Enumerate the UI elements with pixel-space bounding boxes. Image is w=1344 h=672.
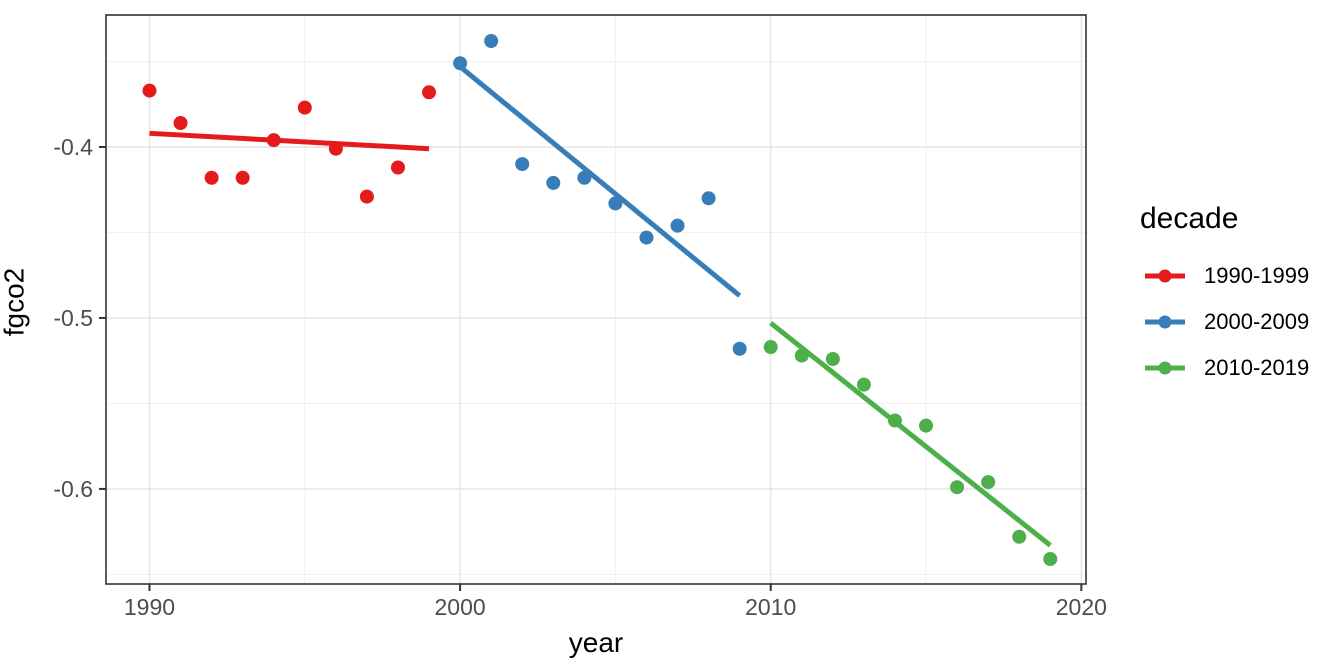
data-point-1990-1999	[142, 83, 157, 98]
data-point-1990-1999	[266, 133, 281, 148]
data-point-2010-2019	[919, 418, 934, 433]
data-point-1990-1999	[359, 189, 374, 204]
legend-item-2000-2009: 2000-2009	[1140, 299, 1309, 345]
legend-label: 1990-1999	[1204, 263, 1310, 288]
legend: decade 1990-1999 2000-2009 2010-2019	[1140, 202, 1309, 391]
legend-key-icon	[1145, 269, 1185, 283]
legend-item-2010-2019: 2010-2019	[1140, 345, 1309, 391]
data-point-2000-2009	[453, 56, 468, 71]
y-tick-label: -0.4	[53, 134, 93, 160]
data-point-2010-2019	[825, 351, 840, 366]
panel-border	[105, 14, 1087, 585]
y-tick-label: -0.6	[53, 476, 93, 502]
y-axis-title: fgco2	[0, 267, 30, 337]
x-axis-title: year	[568, 627, 624, 658]
legend-label: 2000-2009	[1204, 309, 1310, 334]
data-point-2010-2019	[981, 475, 996, 490]
data-point-2010-2019	[887, 413, 902, 428]
data-point-1990-1999	[390, 160, 405, 175]
x-tick-label: 2010	[745, 594, 796, 620]
data-point-2000-2009	[546, 175, 561, 190]
panel-background	[106, 15, 1086, 584]
data-point-2000-2009	[670, 218, 685, 233]
legend-title: decade	[1140, 202, 1239, 235]
x-tick-label: 2020	[1056, 594, 1107, 620]
data-point-2000-2009	[701, 191, 716, 206]
data-point-2010-2019	[1012, 529, 1027, 544]
data-point-2000-2009	[639, 230, 654, 245]
data-point-2010-2019	[950, 480, 965, 495]
y-tick-label: -0.5	[53, 305, 93, 331]
data-point-2010-2019	[856, 377, 871, 392]
data-point-2010-2019	[794, 348, 809, 363]
data-point-2000-2009	[484, 33, 499, 48]
data-point-2010-2019	[763, 340, 778, 355]
trend-line-1990-1999	[149, 130, 430, 152]
legend-key-icon	[1145, 361, 1185, 375]
data-point-2000-2009	[732, 341, 747, 356]
data-point-1990-1999	[204, 170, 219, 185]
legend-item-1990-1999: 1990-1999	[1140, 253, 1309, 299]
x-tick-label: 1990	[124, 594, 175, 620]
x-tick-label: 2000	[435, 594, 486, 620]
data-point-1990-1999	[173, 116, 188, 131]
data-point-1990-1999	[328, 141, 343, 156]
data-point-1990-1999	[235, 170, 250, 185]
data-point-1990-1999	[422, 85, 437, 100]
trend-line-2000-2009	[458, 64, 742, 298]
data-point-2000-2009	[577, 170, 592, 185]
data-point-2010-2019	[1043, 552, 1058, 567]
legend-key-icon	[1145, 315, 1185, 329]
data-point-2000-2009	[608, 196, 623, 211]
data-point-1990-1999	[297, 100, 312, 115]
legend-label: 2010-2019	[1204, 355, 1310, 380]
trend-line-2010-2019	[769, 321, 1052, 548]
data-point-2000-2009	[515, 157, 530, 172]
